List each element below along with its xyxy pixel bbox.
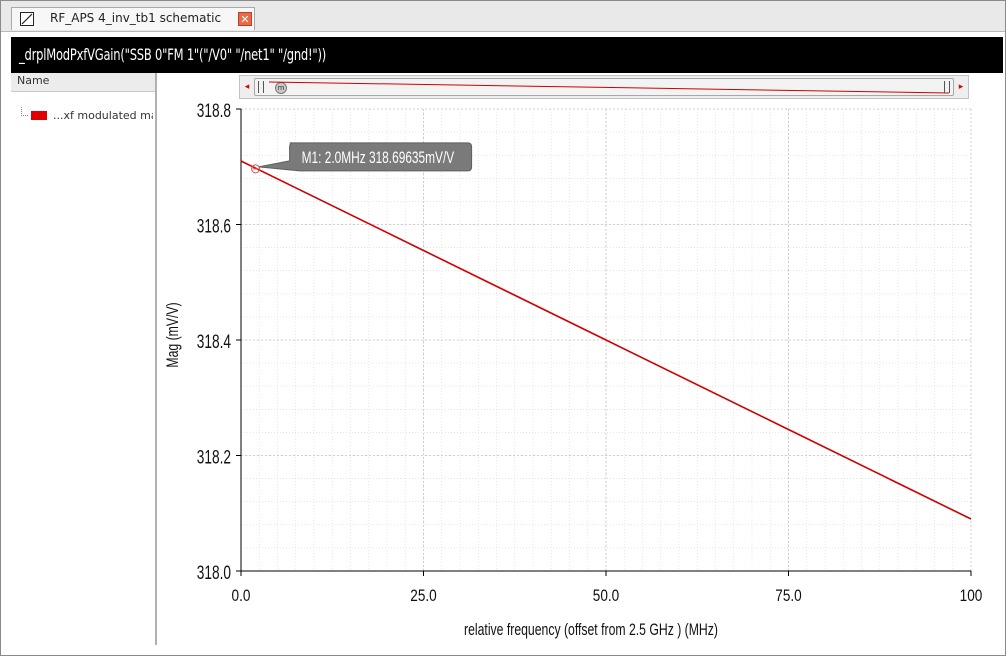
y-tick-label: 318.8 [197,100,231,122]
marker-point [251,164,261,174]
y-tick-label: 318.6 [197,215,231,237]
x-tick-label: 75.0 [775,587,801,606]
scroll-knob-icon[interactable]: m [275,82,287,94]
plot-title-bar: _drplModPxfVGain("SSB 0"FM 1"("/V0" "/ne… [11,37,1003,73]
scrollbar-thumb[interactable]: m [254,78,954,96]
grip-left-icon[interactable] [258,81,264,93]
y-tick-label: 318.2 [197,446,231,468]
tree-connector [21,107,28,116]
series-line [240,160,972,520]
x-tick-label: 25.0 [410,587,436,606]
grip-right-icon[interactable] [944,81,950,93]
plot-title: _drplModPxfVGain("SSB 0"FM 1"("/V0" "/ne… [19,45,327,64]
tab-schematic[interactable]: RF_APS 4_inv_tb1 schematic ✕ [11,7,255,30]
y-tick-label: 318.0 [197,562,231,584]
scroll-left-arrow-icon[interactable]: ◂ [244,82,250,92]
x-scrollbar[interactable]: ◂ m ▸ [239,75,969,99]
x-axis-label: relative frequency (offset from 2.5 GHz … [464,621,718,639]
legend-swatch[interactable] [31,111,47,120]
tab-bar: RF_APS 4_inv_tb1 schematic ✕ [1,1,1005,32]
y-tick-label: 318.4 [197,331,231,353]
scrollbar-overview-trace [269,81,949,94]
x-tick-label: 50.0 [593,587,619,606]
close-icon[interactable]: ✕ [238,12,252,26]
legend-item-label[interactable]: ...xf modulated mag [53,109,153,122]
x-tick-label: 100 [960,587,983,606]
legend-header-label: Name [17,74,50,87]
marker-callout [258,142,473,172]
scroll-right-arrow-icon[interactable]: ▸ [958,82,964,92]
legend-panel: Name ...xf modulated mag [11,73,157,645]
tab-label: RF_APS 4_inv_tb1 schematic [50,11,222,25]
schematic-window-icon [20,12,34,26]
marker-label: M1: 2.0MHz 318.69635mV/V [302,149,455,168]
x-tick-label: 0.0 [232,587,251,606]
y-axis-label: Mag (mV/V) [164,302,182,367]
legend-panel-header[interactable]: Name [11,73,155,92]
line-chart: 0.0 25.0 50.0 75.0 100 318.0 318.2 318.4 318.6 31… [164,100,983,640]
